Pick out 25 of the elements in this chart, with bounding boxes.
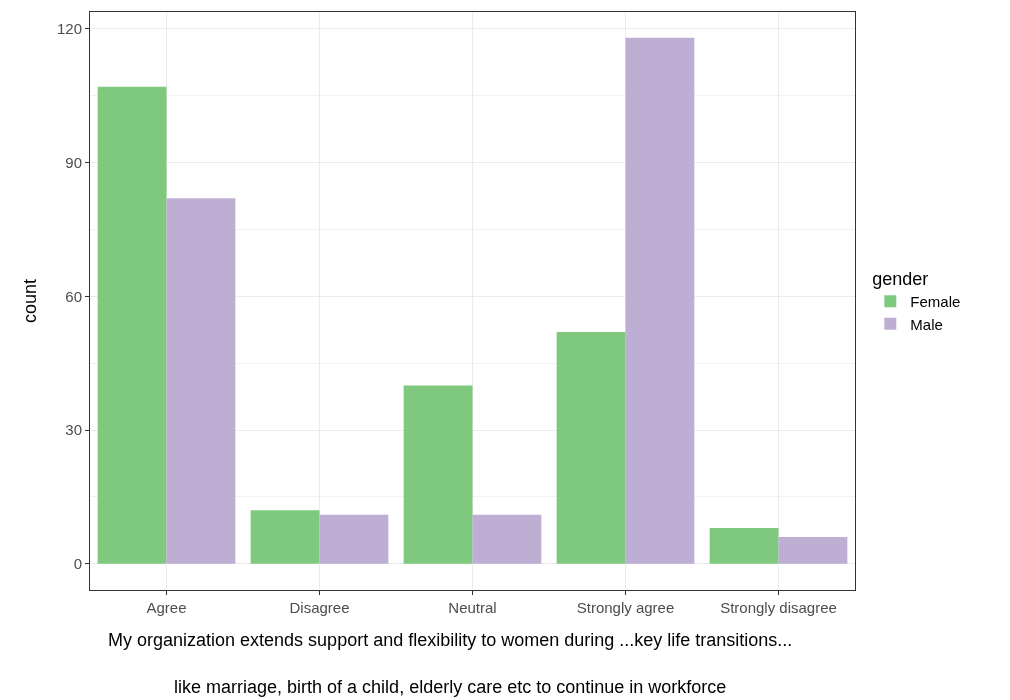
legend-label: Male: [910, 315, 943, 333]
y-tick-label: 120: [56, 20, 82, 38]
bar: [778, 536, 848, 564]
y-tick-label: 30: [65, 421, 82, 439]
bar: [556, 331, 626, 564]
bar: [625, 37, 695, 564]
legend-title: gender: [872, 268, 929, 289]
bar: [472, 514, 542, 564]
y-tick-label: 60: [65, 287, 82, 305]
x-tick-label: Neutral: [448, 599, 497, 616]
bar: [319, 514, 389, 564]
x-tick-label: Strongly disagree: [720, 599, 837, 616]
x-tick-label: Strongly agree: [576, 599, 675, 616]
bar: [250, 510, 320, 564]
legend-label: Female: [910, 293, 961, 310]
bar: [166, 198, 236, 564]
bar: [403, 385, 473, 564]
text: My organization extends support and flexibility to women during ...key life transitions... like marriage, birth of a child, elderly care etc to continue in workforce: [108, 630, 793, 697]
y-tick-label: 0: [73, 554, 82, 572]
y-tick-label: 90: [65, 153, 82, 171]
y-axis-title: count: [20, 278, 41, 324]
x-tick-label: Disagree: [289, 599, 350, 616]
bar: [97, 86, 167, 564]
bar: [709, 528, 779, 564]
x-tick-label: Agree: [146, 599, 187, 616]
